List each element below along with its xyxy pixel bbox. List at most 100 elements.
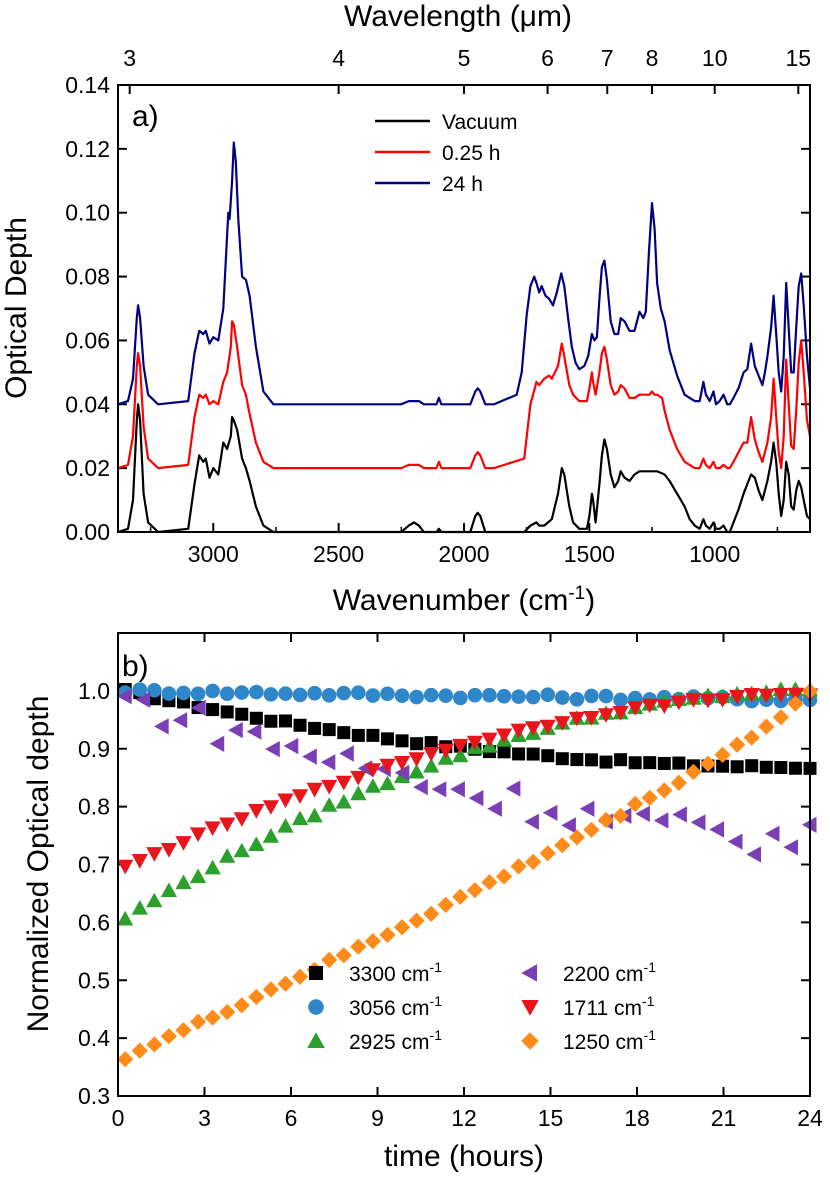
data-point <box>321 779 338 795</box>
data-point <box>131 1042 148 1059</box>
data-point <box>160 843 177 858</box>
data-point <box>641 789 658 806</box>
data-point <box>117 859 134 875</box>
data-point <box>262 981 279 998</box>
y-tick-label-a: 0.06 <box>65 327 110 353</box>
legend-label-b-main: 1250 cm <box>563 1031 644 1054</box>
legend-label-b-main: 3300 cm <box>349 963 430 986</box>
data-point <box>450 781 465 798</box>
data-point <box>452 888 469 905</box>
x-tick-label-b: 21 <box>711 1105 737 1131</box>
data-point <box>395 734 409 748</box>
x-tick-label-a: 2500 <box>313 541 364 567</box>
data-point <box>146 892 163 908</box>
data-point <box>350 785 367 801</box>
x-tick-label-b: 3 <box>198 1105 211 1131</box>
data-point <box>772 688 789 703</box>
data-point <box>641 698 658 714</box>
data-point <box>466 882 483 899</box>
legend-marker-b <box>309 966 323 980</box>
y-tick-label-b: 0.9 <box>78 736 110 762</box>
data-point <box>555 690 570 705</box>
data-point <box>306 782 323 798</box>
data-point <box>568 711 585 727</box>
data-point <box>365 688 381 703</box>
data-point <box>758 688 775 704</box>
data-point <box>409 689 424 705</box>
y-tick-label-b: 0.4 <box>78 1025 110 1051</box>
data-point <box>584 753 598 767</box>
x-axis-title-a-sup: -1 <box>568 583 585 604</box>
data-point <box>613 692 628 708</box>
x-tick-label-a: 1000 <box>689 541 740 567</box>
data-point <box>466 735 483 751</box>
data-point <box>308 721 322 735</box>
data-point <box>453 690 468 706</box>
data-point <box>512 747 526 761</box>
data-point <box>699 755 717 772</box>
legend-label-a: 24 h <box>442 173 483 196</box>
x-tick-label-b: 18 <box>624 1105 650 1131</box>
data-point <box>283 737 299 755</box>
y-tick-label-a: 0.04 <box>65 391 110 417</box>
data-point <box>542 804 558 821</box>
data-point <box>787 687 804 703</box>
series-markers-3 <box>117 688 817 863</box>
data-point <box>394 764 410 781</box>
data-point <box>249 684 264 700</box>
data-point <box>539 719 556 735</box>
data-point <box>246 723 262 740</box>
data-point <box>379 775 396 791</box>
data-point <box>351 685 366 701</box>
data-point <box>322 723 336 737</box>
data-point <box>423 905 440 922</box>
data-point <box>263 687 279 702</box>
panel-label-b: b) <box>122 650 149 683</box>
top-tick-label: 5 <box>458 45 471 71</box>
data-point <box>131 900 148 915</box>
legend-marker-b <box>521 1000 539 1016</box>
data-point <box>146 1036 163 1053</box>
legend-marker-b <box>521 964 537 982</box>
x-tick-label-b: 12 <box>451 1105 477 1131</box>
data-point <box>759 760 773 774</box>
data-point <box>597 811 615 829</box>
data-point <box>380 732 394 746</box>
data-point <box>265 741 280 758</box>
data-point <box>189 868 207 884</box>
data-point <box>413 778 428 796</box>
y-tick-label-a: 0.10 <box>65 200 110 226</box>
data-point <box>525 721 542 736</box>
data-point <box>117 1051 134 1068</box>
legend-label-b-main: 3056 cm <box>349 997 430 1020</box>
y-axis-ticks: 0.00 0.02 0.04 0.06 0.08 0.10 0.12 0.14 <box>65 72 810 545</box>
data-point <box>599 755 613 769</box>
scatter-series <box>117 681 819 1068</box>
y-axis-title-b: Normalized Optical depth <box>22 696 55 1033</box>
y-tick-label-b: 0.3 <box>78 1083 110 1109</box>
data-point <box>579 800 595 817</box>
data-point <box>336 685 352 701</box>
data-point <box>364 763 381 778</box>
data-point <box>321 951 338 968</box>
x-axis-ticks: 3000 2500 2000 1500 1000 <box>149 523 779 567</box>
data-point <box>175 874 192 890</box>
legend-label-b: 3056 cm-1 <box>349 993 442 1020</box>
data-point <box>539 845 556 862</box>
data-point <box>307 685 322 701</box>
data-point <box>302 748 317 765</box>
data-point <box>656 699 673 714</box>
data-point <box>291 789 309 804</box>
y-axis-ticks-b: 0.3 0.4 0.5 0.6 0.7 0.8 0.9 1.0 <box>78 678 810 1109</box>
legend-marker-b <box>307 1032 325 1048</box>
data-point <box>146 847 163 862</box>
data-point <box>291 968 309 985</box>
top-axis-title: Wavelength (μm) <box>344 0 572 33</box>
legend-label-b-sup: -1 <box>642 993 655 1009</box>
data-point <box>653 812 669 829</box>
data-point <box>408 912 425 929</box>
data-point <box>561 817 576 834</box>
data-point <box>233 997 250 1014</box>
data-point <box>672 806 687 823</box>
